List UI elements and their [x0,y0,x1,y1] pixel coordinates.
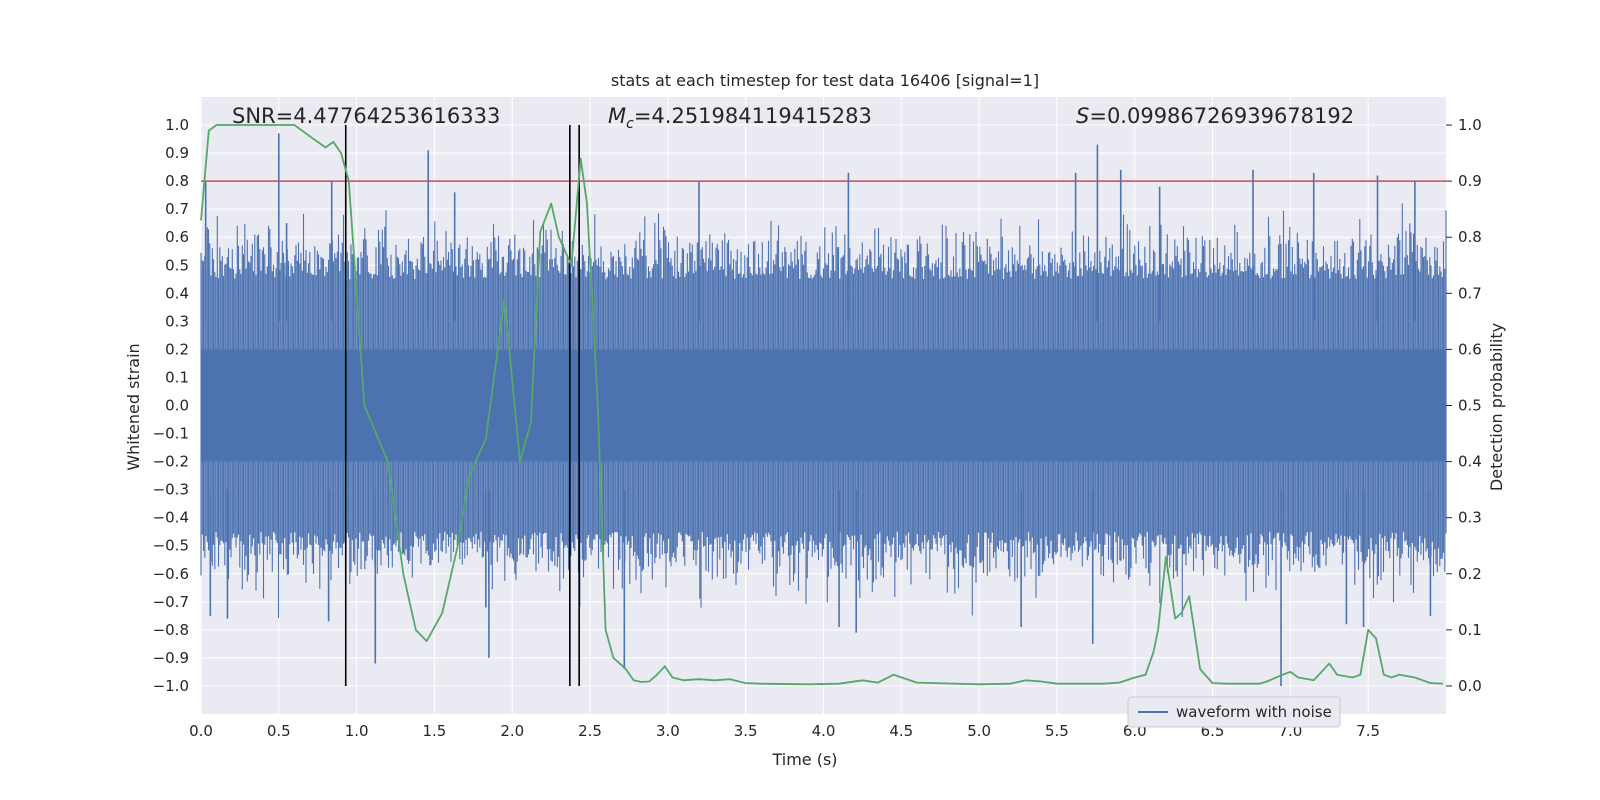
x-tick-label: 5.0 [967,722,991,740]
y-tick-label: 0.4 [165,284,189,302]
y-tick-label: 0.5 [165,256,189,274]
waveform-core [201,349,1446,462]
y2-tick-label: 0.4 [1458,453,1482,471]
y-tick-label: −0.9 [153,649,189,667]
y2-tick-label: 0.2 [1458,565,1482,583]
probability-series [200,124,1443,686]
x-tick-label: 0.5 [267,722,291,740]
y-axis-ticks: 1.0 0.9 0.8 0.7 0.6 0.5 0.4 0.3 0.2 0.1 0.0 −0.1 −0.… [153,116,189,695]
y-tick-label: 0.2 [165,340,189,358]
y-tick-label: 0.7 [165,200,189,218]
y-tick-label: −0.2 [153,453,189,471]
y-tick-label: 1.0 [165,116,189,134]
x-axis-label: Time (s) [771,750,837,769]
chart-title: stats at each timestep for test data 164… [611,71,1039,90]
y2-tick-label: 0.1 [1458,621,1482,639]
y-tick-label: 0.8 [165,172,189,190]
y2-tick-label: 0.8 [1458,228,1482,246]
y-tick-label: 0.3 [165,312,189,330]
y-tick-label: −0.8 [153,621,189,639]
y-tick-label: −0.3 [153,481,189,499]
y-tick-label: 0.9 [165,144,189,162]
y2-tick-label: 0.9 [1458,172,1482,190]
legend-label-waveform: waveform with noise [1176,703,1332,721]
y-tick-label: −0.5 [153,537,189,555]
y-tick-label: −0.4 [153,509,189,527]
x-tick-label: 0.0 [189,722,213,740]
mc-symbol: M [608,104,626,128]
y-axis-label: Whitened strain [124,343,143,470]
snr-annotation: SNR=4.47764253616333 [232,104,500,128]
s-value: =0.09986726939678192 [1089,104,1354,128]
legend-box [1127,696,1341,728]
mc-subscript: c [626,116,634,132]
y2-tick-label: 0.5 [1458,397,1482,415]
x-tick-label: 3.0 [656,722,680,740]
x-tick-label: 4.5 [889,722,913,740]
y-tick-label: −0.6 [153,565,189,583]
mc-annotation: Mc=4.251984119415283 [608,104,872,132]
y2-tick-label: 1.0 [1458,116,1482,134]
y-tick-label: 0.0 [165,397,189,415]
y2-tick-label: 0.0 [1458,677,1482,695]
mc-value: =4.251984119415283 [634,104,872,128]
x-tick-label: 5.5 [1045,722,1069,740]
y2-axis-label: Detection probability [1487,323,1506,491]
x-tick-label: 2.0 [500,722,524,740]
y-tick-label: 0.6 [165,228,189,246]
y-tick-label: 0.1 [165,368,189,386]
x-tick-label: 3.5 [734,722,758,740]
s-annotation: S=0.09986726939678192 [1076,104,1354,128]
x-tick-label: 2.5 [578,722,602,740]
x-tick-label: 1.0 [345,722,369,740]
x-tick-label: 1.5 [423,722,447,740]
x-tick-label: 7.5 [1356,722,1380,740]
y-tick-label: −0.1 [153,425,189,443]
probability-line [200,124,1443,686]
y2-axis-ticks: 1.0 0.9 0.8 0.7 0.6 0.5 0.4 0.3 0.2 0.1 0.0 [1446,116,1482,695]
s-symbol: S [1076,104,1089,128]
x-axis-ticks: 0.0 0.5 1.0 1.5 2.0 2.5 3.0 3.5 4.0 4.5 5.0 5.5 6.0 6… [189,722,1380,740]
y2-tick-label: 0.6 [1458,340,1482,358]
y-tick-label: −0.7 [153,593,189,611]
y-tick-label: −1.0 [153,677,189,695]
waveform-series [200,133,1447,686]
x-tick-label: 4.0 [812,722,836,740]
legend: waveform with noise [1127,696,1341,728]
y2-tick-label: 0.7 [1458,284,1482,302]
y2-tick-label: 0.3 [1458,509,1482,527]
event-markers [344,125,580,686]
